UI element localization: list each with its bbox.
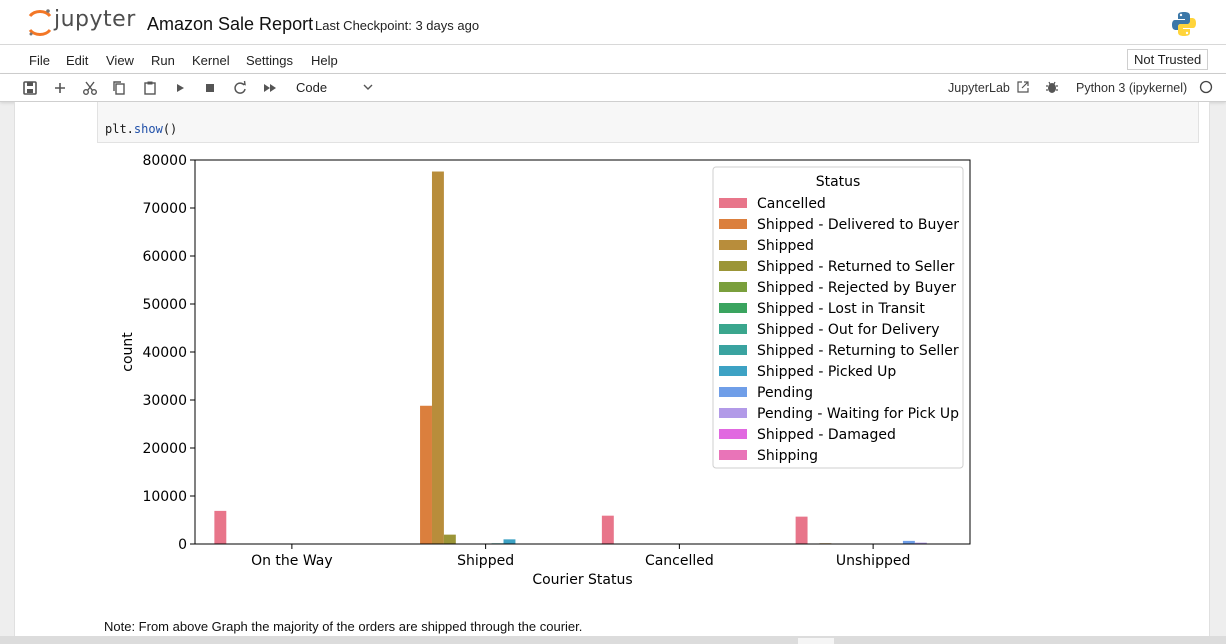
last-checkpoint: Last Checkpoint: 3 days ago [315, 18, 480, 33]
not-trusted-indicator[interactable]: Not Trusted [1127, 49, 1209, 70]
legend-label: Pending [757, 385, 813, 401]
x-tick-label: Shipped [457, 553, 514, 569]
legend-label: Shipped - Out for Delivery [757, 322, 940, 338]
legend-label: Shipped - Damaged [757, 427, 896, 443]
bar [503, 539, 516, 544]
stop-icon[interactable] [201, 79, 219, 97]
kernel-idle-icon [1199, 80, 1213, 94]
scrollbar-thumb[interactable] [798, 638, 834, 644]
legend-swatch [719, 408, 747, 418]
plot-frame [194, 159, 971, 545]
legend-box [712, 166, 964, 469]
y-tick-label: 50000 [142, 297, 187, 313]
legend-swatch [719, 198, 747, 208]
legend-swatch [719, 324, 747, 334]
python-logo-icon [1172, 12, 1196, 36]
y-tick-label: 20000 [142, 441, 187, 457]
jupyter-logo[interactable] [26, 8, 136, 38]
code-prefix: plt. [105, 122, 134, 136]
y-tick-label: 0 [178, 537, 187, 553]
bar [420, 405, 432, 544]
bar [902, 540, 915, 544]
legend-title: Status [816, 174, 861, 190]
legend-swatch [719, 429, 747, 439]
jupyter-logo-text: jupyter [54, 7, 136, 32]
code-line: plt.show() [105, 122, 177, 136]
legend-swatch [719, 345, 747, 355]
notebook-panel: plt.show() 0 10000 20000 30000 40000 50000 600… [14, 102, 1210, 644]
legend-label: Shipped - Returning to Seller [757, 343, 959, 359]
note-text: Note: From above Graph the majority of t… [104, 619, 583, 634]
legend-label: Shipped - Picked Up [757, 364, 896, 380]
legend-label: Shipping [757, 448, 818, 464]
kernel-name[interactable]: Python 3 (ipykernel) [1076, 81, 1188, 95]
y-tick-label: 30000 [142, 393, 187, 409]
code-function: show [133, 122, 163, 136]
notebook-header: jupyter Amazon Sale Report Last Checkpoi… [0, 0, 1226, 45]
chart-output: 0 10000 20000 30000 40000 50000 60000 70000 8000… [110, 150, 990, 595]
chevron-down-icon[interactable] [362, 80, 374, 94]
x-axis-label: Courier Status [532, 572, 632, 588]
legend-swatch [719, 450, 747, 460]
legend-swatch [719, 303, 747, 313]
add-cell-icon[interactable] [51, 79, 69, 97]
code-cell[interactable]: plt.show() [97, 102, 1199, 143]
cell-type-select[interactable]: Code [296, 80, 328, 95]
restart-icon[interactable] [231, 79, 249, 97]
menu-help[interactable]: Help [311, 53, 338, 68]
code-suffix: () [162, 122, 178, 136]
notebook-toolbar: Code JupyterLab Python 3 (ipykernel) [0, 74, 1226, 102]
legend-swatch [719, 366, 747, 376]
legend-label: Shipped - Delivered to Buyer [757, 217, 959, 233]
bar [601, 515, 614, 544]
bar [914, 542, 927, 544]
legend-label: Shipped - Returned to Seller [757, 259, 955, 275]
paste-icon[interactable] [141, 79, 159, 97]
legend-label: Shipped [757, 238, 814, 254]
bar [795, 516, 808, 544]
y-axis-label: count [120, 332, 136, 372]
legend-label: Cancelled [757, 196, 826, 212]
menu-bar: File Edit View Run Kernel Settings Help … [0, 45, 1226, 74]
legend-swatch [719, 282, 747, 292]
y-tick-label: 70000 [142, 201, 187, 217]
y-tick-label: 60000 [142, 249, 187, 265]
y-tick-label: 40000 [142, 345, 187, 361]
y-tick-label: 10000 [142, 489, 187, 505]
y-tick-label: 80000 [142, 153, 187, 169]
external-link-icon[interactable] [1016, 80, 1030, 94]
bar [443, 534, 456, 544]
menu-view[interactable]: View [106, 53, 134, 68]
bar [214, 510, 227, 544]
legend-swatch [719, 240, 747, 250]
legend-label: Shipped - Rejected by Buyer [757, 280, 956, 296]
save-icon[interactable] [21, 79, 39, 97]
legend-label: Pending - Waiting for Pick Up [757, 406, 959, 422]
bar-chart: 0 10000 20000 30000 40000 50000 60000 70000 8000… [120, 153, 971, 588]
legend-label: Shipped - Lost in Transit [757, 301, 925, 317]
cut-icon[interactable] [81, 79, 99, 97]
legend-swatch [719, 387, 747, 397]
menu-run[interactable]: Run [151, 53, 175, 68]
jupyterlab-link[interactable]: JupyterLab [948, 81, 1010, 95]
run-all-icon[interactable] [261, 79, 279, 97]
x-tick-label: On the Way [251, 553, 333, 569]
horizontal-scrollbar[interactable] [0, 636, 1226, 644]
menu-settings[interactable]: Settings [246, 53, 293, 68]
legend-swatch [719, 261, 747, 271]
run-icon[interactable] [171, 79, 189, 97]
menu-kernel[interactable]: Kernel [192, 53, 230, 68]
notebook-title[interactable]: Amazon Sale Report [147, 14, 314, 34]
x-tick-label: Cancelled [645, 553, 714, 569]
menu-edit[interactable]: Edit [66, 53, 89, 68]
x-tick-label: Unshipped [836, 553, 910, 569]
debugger-bug-icon[interactable] [1045, 79, 1059, 95]
bar [431, 171, 444, 544]
copy-icon[interactable] [110, 79, 128, 97]
legend-swatch [719, 219, 747, 229]
menu-file[interactable]: File [29, 53, 50, 68]
